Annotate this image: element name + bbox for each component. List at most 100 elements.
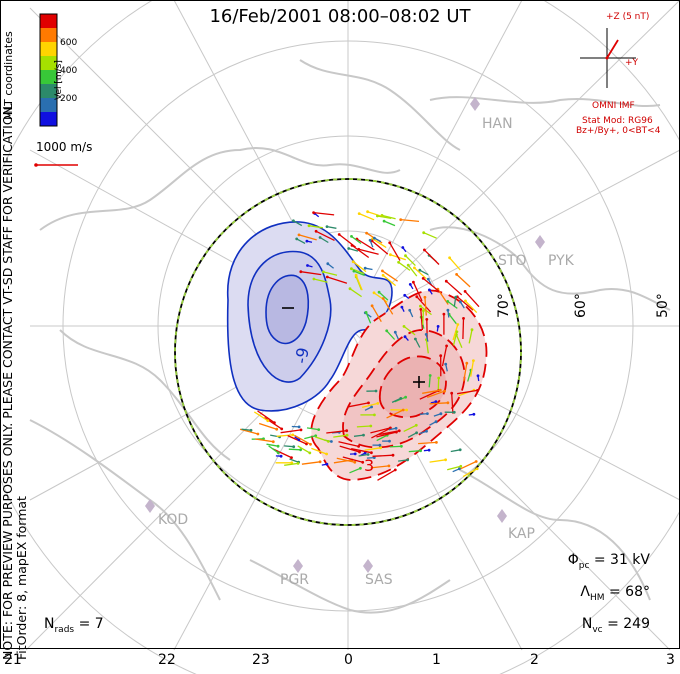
vector-origin-dot: [352, 269, 356, 273]
velocity-vector: [447, 300, 458, 309]
vector-origin-dot: [455, 273, 458, 276]
velocity-vector: [398, 261, 411, 271]
vector-origin-dot: [337, 233, 341, 236]
vector-origin-dot: [472, 359, 475, 362]
positive-potential-cell: [310, 289, 488, 481]
colorbar-swatch: [40, 56, 57, 70]
velocity-vector: [268, 445, 279, 454]
velocity-vector: [389, 445, 402, 448]
velocity-vector: [319, 236, 329, 244]
velocity-vector: [358, 248, 379, 255]
velocity-vector: [370, 427, 391, 434]
velocity-vector: [448, 313, 457, 325]
vector-origin-dot: [306, 264, 309, 267]
velocity-vector: [412, 281, 423, 302]
vector-origin-dot: [377, 290, 381, 294]
vector-origin-dot: [472, 412, 476, 416]
neg-contour-label: -9: [291, 345, 313, 366]
vector-origin-dot: [297, 438, 301, 442]
vector-origin-dot: [463, 290, 467, 293]
vector-origin-dot: [423, 248, 426, 252]
velocity-vector: [258, 422, 277, 430]
velocity-vector: [308, 225, 323, 229]
velocity-vector: [349, 288, 362, 298]
vector-origin-dot: [374, 389, 378, 393]
vector-origin-dot: [446, 300, 450, 303]
velocity-vector: [389, 242, 401, 261]
velocity-vector: [463, 363, 468, 382]
velocity-vector: [405, 255, 416, 267]
vector-origin-dot: [414, 337, 417, 341]
velocity-vector: [424, 297, 427, 316]
vector-origin-dot: [249, 428, 253, 432]
vector-origin-dot: [424, 333, 428, 336]
vector-origin-dot: [399, 218, 403, 222]
velocity-vector: [377, 215, 392, 220]
velocity-vector: [276, 434, 293, 437]
velocity-vector: [445, 280, 463, 296]
vector-origin-dot: [450, 391, 454, 395]
vector-origin-dot: [354, 273, 358, 277]
vector-origin-dot: [415, 295, 419, 299]
velocity-vector: [468, 329, 473, 344]
imf-z-label: +Z (5 nT): [606, 12, 650, 22]
vector-origin-dot: [458, 467, 461, 471]
radar-count: Nrads = 7: [44, 616, 104, 635]
velocity-vector: [356, 425, 371, 428]
vector-origin-dot: [403, 293, 407, 297]
site-label-sto: STO: [498, 253, 527, 269]
colorbar-swatch: [40, 14, 57, 28]
vector-origin-dot: [414, 423, 418, 427]
site-label-kap: KAP: [508, 526, 535, 542]
vector-origin-dot: [373, 236, 376, 240]
velocity-vector: [367, 211, 384, 218]
vector-origin-dot: [436, 325, 440, 328]
vector-origin-dot: [455, 330, 459, 334]
imf-model: Stat Mod: RG96: [582, 116, 653, 126]
vector-origin-dot: [276, 451, 280, 455]
vector-origin-dot: [353, 460, 357, 464]
velocity-vector: [313, 278, 328, 283]
vector-origin-dot: [363, 451, 367, 455]
vector-origin-dot: [428, 288, 431, 292]
vector-origin-dot: [318, 236, 322, 239]
vector-origin-dot: [459, 300, 462, 304]
vector-origin-dot: [406, 263, 410, 267]
velocity-vector: [266, 443, 279, 447]
velocity-vector: [304, 435, 316, 440]
velocity-vector: [301, 461, 321, 465]
velocity-vector: [470, 360, 475, 377]
velocity-vector: [449, 257, 461, 271]
vector-origin-dot: [422, 231, 426, 235]
vector-origin-dot: [387, 464, 391, 468]
vector-origin-dot: [404, 395, 407, 399]
velocity-vector: [355, 274, 363, 291]
velocity-vector: [391, 397, 402, 403]
vector-origin-dot: [359, 466, 362, 470]
imf-y-label: +Y: [625, 58, 639, 68]
velocity-vector: [348, 402, 369, 408]
velocity-vector: [464, 300, 478, 314]
velocity-vectors: [239, 210, 480, 481]
velocity-vector: [382, 298, 394, 315]
vector-origin-dot: [401, 246, 405, 249]
velocity-colorbar: [39, 13, 58, 127]
vector-origin-dot: [394, 426, 398, 430]
preview-note-line2: FitOrder: 8, mapEX format: [14, 496, 29, 660]
hm-boundary-latitude: ΛHM = 68°: [580, 584, 650, 603]
vector-origin-dot: [348, 287, 352, 291]
vector-origin-dot: [266, 419, 270, 423]
preview-note-line1: NOTE: FOR PREVIEW PURPOSES ONLY. PLEASE …: [0, 102, 15, 660]
vector-origin-dot: [314, 229, 318, 233]
vector-origin-dot: [381, 273, 385, 277]
vector-origin-dot: [326, 262, 330, 266]
velocity-vector: [348, 247, 359, 252]
velocity-vector: [342, 456, 363, 463]
velocity-vector: [459, 460, 477, 470]
vector-origin-dot: [446, 401, 450, 405]
vector-origin-dot: [426, 277, 430, 281]
velocity-vector: [428, 375, 431, 388]
colorbar-tick-400: 400: [60, 66, 78, 76]
velocity-vector: [364, 447, 381, 451]
